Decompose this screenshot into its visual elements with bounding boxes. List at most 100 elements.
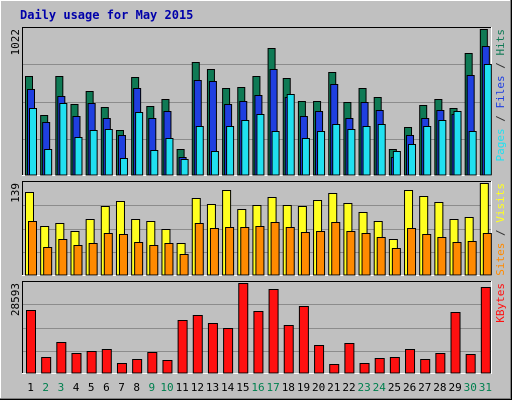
sites-bar [225, 227, 235, 276]
kbytes-bar [389, 357, 400, 374]
kbytes-bar [101, 349, 112, 374]
kbytes-bar [162, 360, 173, 374]
pages-bar [408, 144, 417, 176]
sites-bar [407, 228, 417, 276]
legend-part: KBytes [494, 283, 507, 323]
kbytes-bar [253, 311, 264, 374]
kbytes-bar [268, 289, 279, 374]
x-tick-label: 8 [133, 381, 140, 394]
sites-bar [209, 228, 219, 276]
sites-bar [300, 232, 310, 276]
x-tick-label: 20 [312, 381, 325, 394]
chart-panels: 1022 Pages / Files / Hits 139 Sites / Visit… [9, 27, 507, 374]
pages-bar [44, 149, 53, 176]
pages-bar [241, 120, 250, 176]
pages-bar [59, 103, 68, 176]
pages-bar [89, 130, 98, 176]
y-max-label: 28593 [9, 283, 22, 316]
x-axis-day-labels: 1 2 3 4 5 6 7 8 9 10 11 12 13 14 15 16 17 18 19 20 21 22 23 24 2… [27, 381, 492, 394]
pages-bar [180, 159, 189, 176]
kbytes-bar [116, 363, 127, 374]
pages-bar [256, 114, 265, 176]
pages-bar [104, 129, 113, 176]
x-tick-label: 10 [160, 381, 173, 394]
chart-title: Daily usage for May 2015 [20, 8, 193, 22]
sites-bar [134, 242, 144, 276]
sites-bar [391, 248, 401, 276]
pages-bar [438, 120, 447, 176]
sites-bar [270, 222, 280, 276]
x-tick-label: 2 [42, 381, 49, 394]
legend-part: / [494, 109, 507, 129]
kbytes-bar [435, 353, 446, 374]
kbytes-bar [56, 342, 67, 374]
x-tick-label: 22 [342, 381, 355, 394]
bars [25, 29, 492, 176]
x-tick-label: 23 [358, 381, 371, 394]
sites-bar [346, 231, 356, 276]
sites-bar [149, 245, 159, 276]
kbytes-bar [344, 343, 355, 374]
sites-bar [164, 243, 174, 276]
sites-bar [452, 242, 462, 276]
kbytes-bar [314, 345, 325, 374]
panel-hits-files-pages: 1022 Pages / Files / Hits [9, 27, 507, 176]
sites-bar [179, 254, 189, 276]
kbytes-bar [283, 325, 294, 374]
x-tick-label: 6 [103, 381, 110, 394]
pages-bar [362, 126, 371, 176]
pages-bar [150, 150, 159, 176]
kbytes-bar [329, 364, 340, 374]
x-tick-label: 3 [58, 381, 65, 394]
x-tick-label: 5 [88, 381, 95, 394]
kbytes-bar [207, 323, 218, 374]
pages-bar [483, 64, 492, 176]
sites-bar [73, 245, 83, 276]
kbytes-bar [298, 306, 309, 374]
x-tick-label: 26 [403, 381, 416, 394]
legend-part: Pages [494, 128, 507, 161]
kbytes-bar [132, 359, 143, 374]
x-tick-label: 18 [282, 381, 295, 394]
x-tick-label: 25 [388, 381, 401, 394]
legend-label: KBytes [494, 283, 507, 323]
pages-bar [301, 138, 310, 176]
pages-bar [377, 124, 386, 176]
pages-bar [165, 138, 174, 176]
legend-part: / [494, 223, 507, 243]
y-max-label: 139 [9, 183, 22, 203]
legend-part: Hits [494, 29, 507, 56]
sites-bar [437, 237, 447, 276]
sites-bar [28, 221, 37, 276]
pages-bar [210, 151, 219, 176]
pages-bar [317, 131, 326, 176]
x-tick-label: 13 [206, 381, 219, 394]
pages-bar [332, 124, 341, 176]
kbytes-bar [41, 357, 52, 374]
pages-bar [286, 94, 295, 176]
y-max-label: 1022 [9, 29, 22, 56]
sites-bar [376, 237, 386, 276]
sites-bar [482, 233, 492, 276]
pages-bar [74, 137, 83, 176]
sites-bar [194, 223, 204, 276]
kbytes-bar [359, 363, 370, 374]
pages-bar [271, 131, 280, 176]
sites-bar [88, 243, 98, 276]
bars [26, 283, 491, 374]
legend-part: / [494, 56, 507, 76]
x-tick-label: 12 [191, 381, 204, 394]
kbytes-bar [374, 358, 385, 374]
bars [25, 183, 492, 276]
kbytes-bar [450, 312, 461, 374]
sites-bar [118, 234, 128, 276]
pages-bar [29, 108, 37, 176]
kbytes-bar [177, 320, 188, 374]
pages-bar [423, 126, 432, 176]
x-tick-label: 16 [251, 381, 264, 394]
pages-bar [468, 131, 477, 176]
x-tick-label: 15 [236, 381, 249, 394]
kbytes-bar [480, 287, 491, 374]
kbytes-bar [71, 353, 82, 374]
